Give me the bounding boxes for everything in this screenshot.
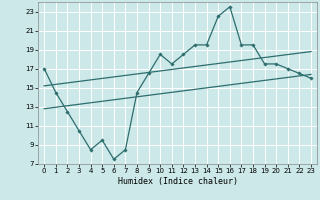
X-axis label: Humidex (Indice chaleur): Humidex (Indice chaleur) <box>118 177 238 186</box>
